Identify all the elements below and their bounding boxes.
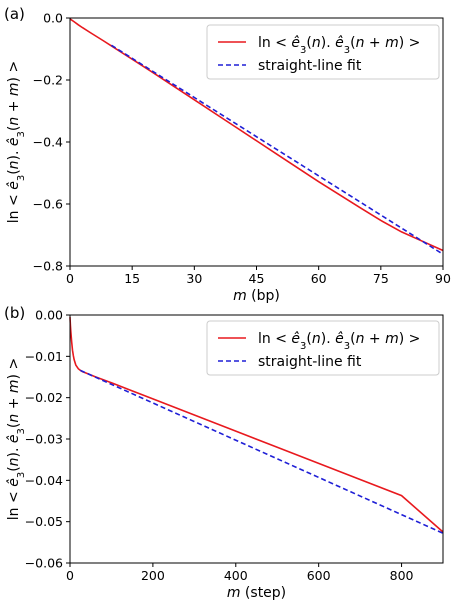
correlation-series [69, 18, 444, 252]
panel-b-x-axis-label: m (step) [227, 585, 286, 601]
x-tick-label: 200 [141, 568, 165, 583]
x-tick-label: 45 [249, 271, 265, 286]
panel-b-y-axis-label: ln < ê3(n). ê3(n + m) > [6, 358, 27, 520]
legend-entry-2: straight-line fit [258, 354, 362, 370]
fit-line-series [111, 44, 444, 255]
legend-entry-1: ln < ê3(n). ê3(n + m) > [258, 35, 420, 56]
panel-a-label: (a) [4, 5, 25, 23]
panel-b-legend: ln < ê3(n). ê3(n + m) > straight-line fi… [206, 320, 440, 376]
y-tick-label: −0.8 [33, 259, 63, 274]
legend-box [206, 24, 440, 80]
y-tick-label: −0.03 [25, 432, 63, 447]
legend-box [206, 320, 440, 376]
y-tick-label: −0.01 [25, 349, 63, 364]
panel-a: (a) 0 15 30 45 60 75 90 0.0 −0.2 −0.4 −0.6 −0.8 m (… [4, 5, 451, 304]
x-tick-label: 600 [307, 568, 331, 583]
panel-a-axes-frame [69, 17, 444, 267]
panel-b: (b) 0 200 400 600 800 0.00 −0.01 −0.02 −0.03 −0.0… [4, 304, 444, 601]
x-tick-label: 0 [66, 568, 74, 583]
x-tick-label: 30 [186, 271, 202, 286]
panel-b-axes-frame [69, 314, 444, 564]
y-tick-label: −0.6 [33, 197, 63, 212]
panel-b-label: (b) [4, 304, 25, 322]
panel-a-y-axis-label: ln < ê3(n). ê3(n + m) > [6, 61, 27, 223]
y-tick-label: −0.4 [33, 135, 63, 150]
fit-line-series [80, 369, 444, 534]
y-tick-label: 0.0 [43, 11, 63, 26]
x-tick-label: 60 [311, 271, 327, 286]
y-tick-label: −0.2 [33, 73, 63, 88]
y-tick-label: −0.06 [25, 556, 63, 571]
x-tick-label: 15 [124, 271, 140, 286]
x-tick-label: 0 [66, 271, 74, 286]
y-tick-label: −0.02 [25, 390, 63, 405]
legend-entry-2: straight-line fit [258, 58, 362, 74]
y-tick-label: −0.04 [25, 473, 63, 488]
x-tick-label: 400 [224, 568, 248, 583]
y-tick-label: 0.00 [35, 308, 63, 323]
x-tick-label: 800 [390, 568, 414, 583]
x-tick-label: 90 [435, 271, 451, 286]
legend-entry-1: ln < ê3(n). ê3(n + m) > [258, 331, 420, 352]
y-tick-label: −0.05 [25, 514, 63, 529]
panel-a-x-axis-label: m (bp) [233, 288, 280, 304]
panel-a-legend: ln < ê3(n). ê3(n + m) > straight-line fi… [206, 24, 440, 80]
x-tick-label: 75 [373, 271, 389, 286]
